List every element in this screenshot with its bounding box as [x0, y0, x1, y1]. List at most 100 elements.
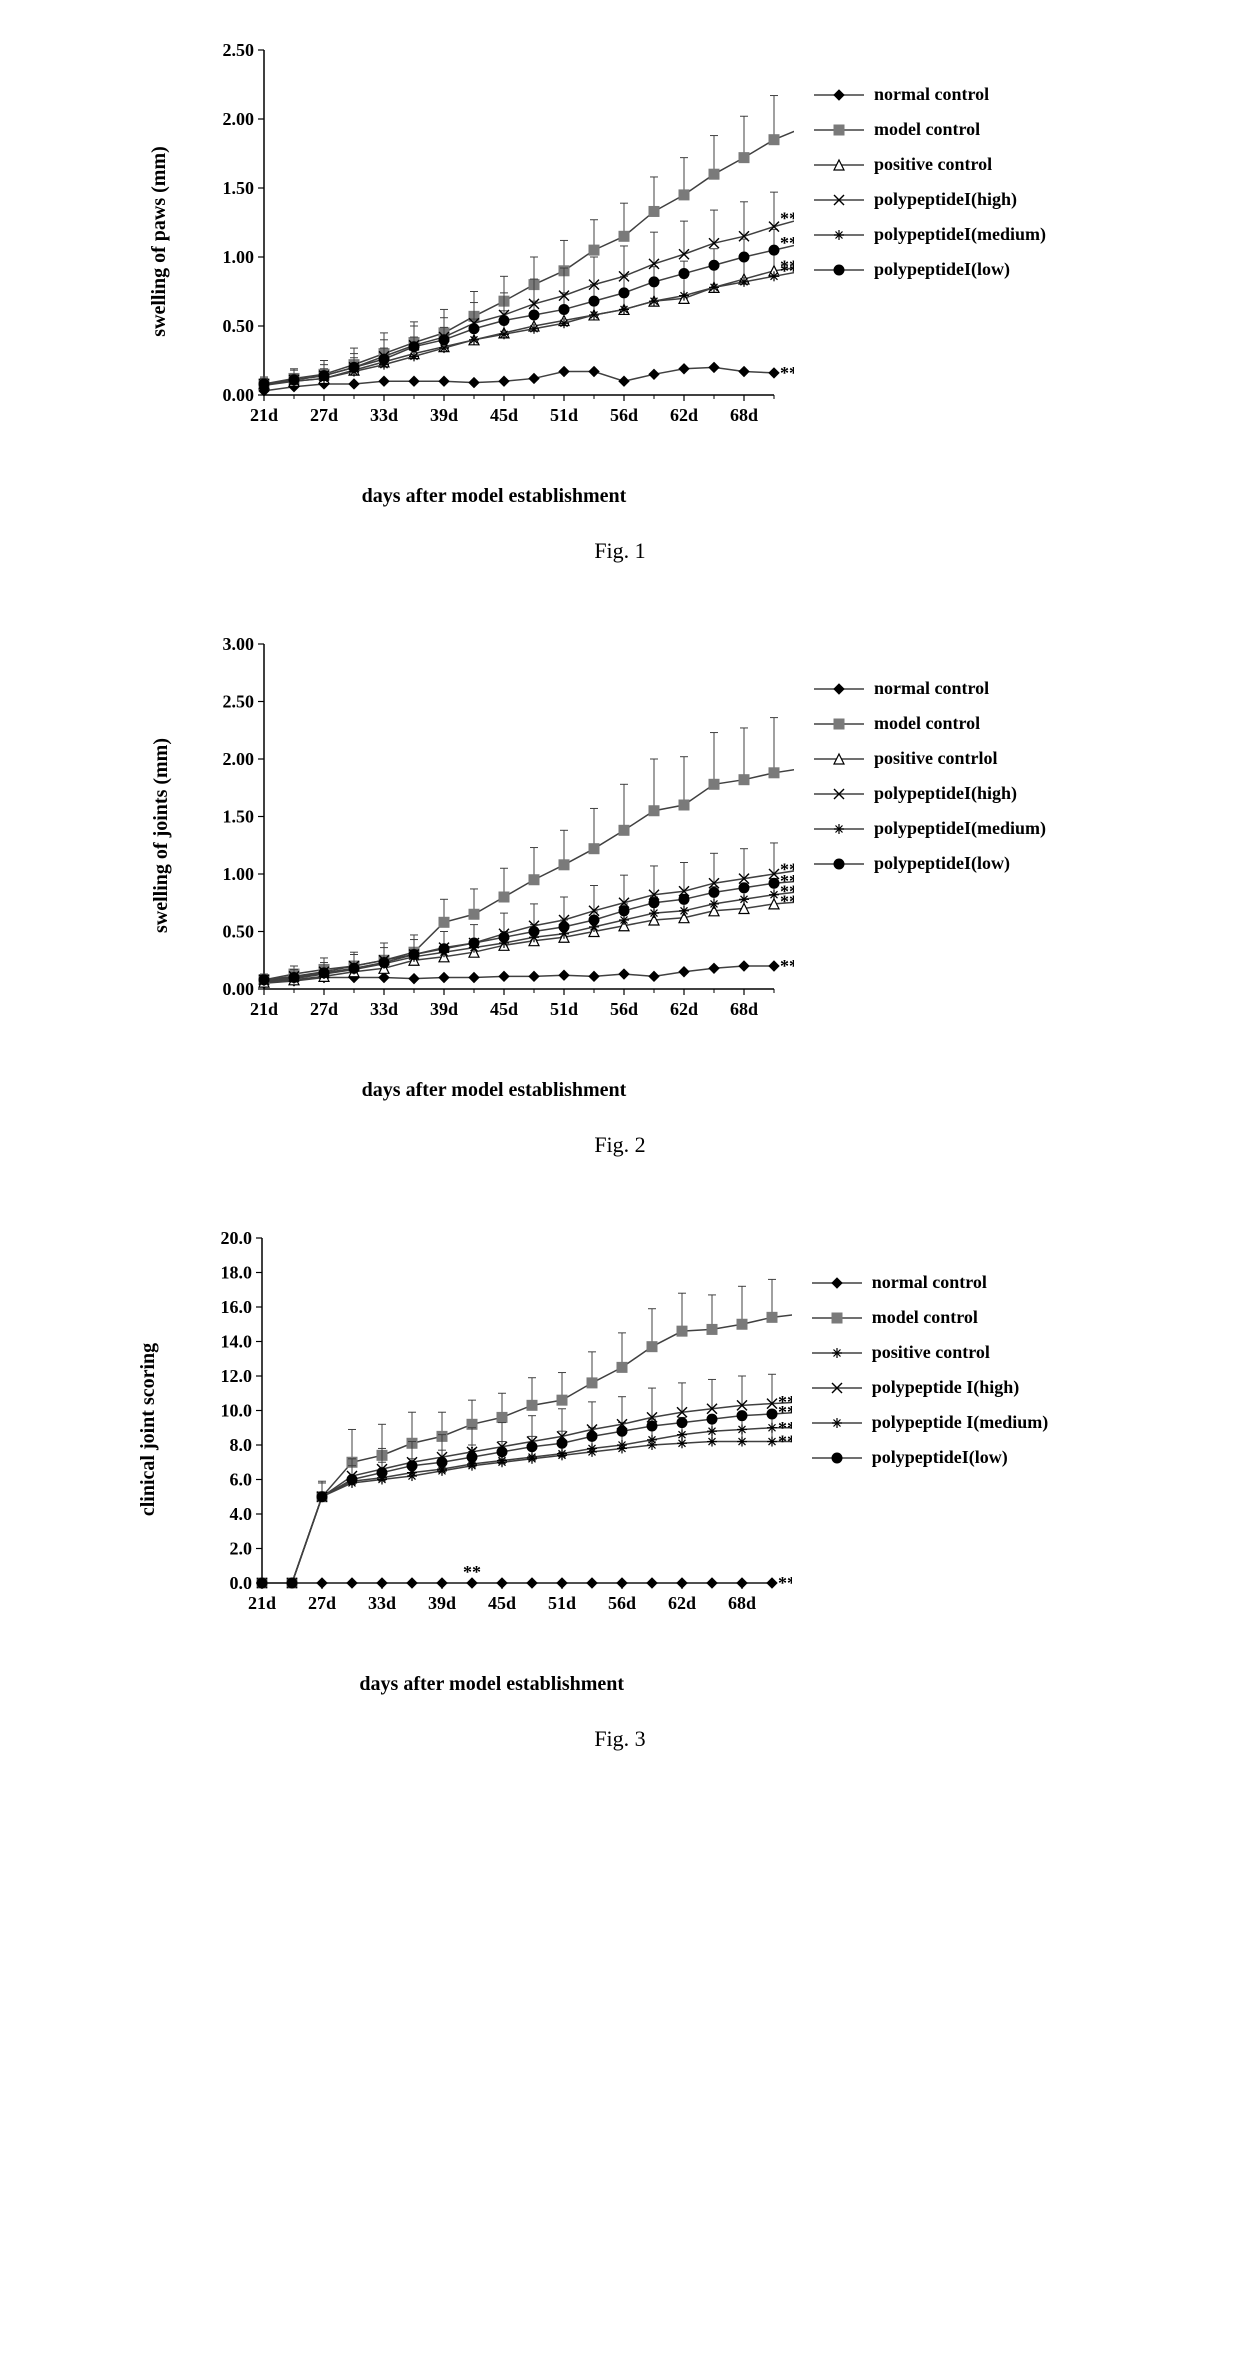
legend-marker-icon	[812, 1343, 862, 1363]
svg-text:33d: 33d	[368, 1593, 396, 1613]
svg-text:68d: 68d	[730, 999, 758, 1019]
legend-item: normal control	[814, 84, 1046, 105]
svg-text:68d: 68d	[730, 405, 758, 425]
legend-label: normal control	[874, 678, 989, 699]
svg-text:33d: 33d	[370, 405, 398, 425]
legend-marker-icon	[814, 749, 864, 769]
legend-label: polypeptideI(medium)	[874, 224, 1046, 245]
legend-item: polypeptideI(high)	[814, 783, 1046, 804]
legend-item: model control	[812, 1307, 1049, 1328]
legend-label: polypeptideI(medium)	[874, 818, 1046, 839]
svg-text:21d: 21d	[250, 999, 278, 1019]
legend-label: model control	[874, 119, 980, 140]
y-axis-label: clinical joint scoring	[137, 1343, 160, 1516]
legend-label: polypeptideI(low)	[874, 259, 1010, 280]
legend-item: polypeptideI(medium)	[814, 818, 1046, 839]
svg-text:**: **	[780, 208, 794, 228]
legend-label: normal control	[874, 84, 989, 105]
figure-caption: Fig. 3	[20, 1726, 1220, 1752]
svg-text:56d: 56d	[610, 405, 638, 425]
legend-label: model control	[872, 1307, 978, 1328]
svg-text:62d: 62d	[668, 1593, 696, 1613]
legend-marker-icon	[814, 85, 864, 105]
chart-shell: swelling of joints (mm)0.000.501.001.502…	[194, 624, 794, 1102]
x-axis-label: days after model establishment	[194, 1079, 794, 1102]
svg-text:45d: 45d	[490, 999, 518, 1019]
legend-item: polypeptideI(low)	[812, 1447, 1049, 1468]
svg-text:16.0: 16.0	[220, 1297, 252, 1317]
svg-text:1.50: 1.50	[222, 178, 254, 198]
legend-item: normal control	[814, 678, 1046, 699]
svg-text:21d: 21d	[250, 405, 278, 425]
legend-label: positive control	[872, 1342, 990, 1363]
svg-text:0.50: 0.50	[222, 922, 254, 942]
legend-item: positive control	[814, 154, 1046, 175]
svg-text:*: *	[467, 1443, 476, 1463]
chart-svg: 0.000.501.001.502.002.503.0021d27d33d39d…	[194, 624, 794, 1044]
svg-text:**: **	[463, 1562, 481, 1582]
legend-item: polypeptideI(low)	[814, 853, 1046, 874]
legend-label: positive control	[874, 154, 992, 175]
svg-text:1.00: 1.00	[222, 864, 254, 884]
svg-text:10.0: 10.0	[220, 1401, 252, 1421]
svg-text:2.00: 2.00	[222, 109, 254, 129]
legend-marker-icon	[814, 120, 864, 140]
svg-text:3.00: 3.00	[222, 634, 254, 654]
svg-text:**: **	[780, 363, 794, 383]
legend-label: normal control	[872, 1272, 987, 1293]
svg-text:8.0: 8.0	[229, 1435, 252, 1455]
svg-text:39d: 39d	[430, 999, 458, 1019]
svg-text:0.00: 0.00	[222, 979, 254, 999]
svg-text:51d: 51d	[550, 405, 578, 425]
legend-marker-icon	[814, 190, 864, 210]
svg-text:**: **	[780, 233, 794, 253]
svg-text:56d: 56d	[608, 1593, 636, 1613]
legend-marker-icon	[814, 260, 864, 280]
legend-marker-icon	[814, 854, 864, 874]
svg-text:14.0: 14.0	[220, 1332, 252, 1352]
legend-marker-icon	[814, 819, 864, 839]
svg-text:**: **	[780, 871, 794, 891]
legend-marker-icon	[812, 1273, 862, 1293]
svg-text:2.50: 2.50	[222, 692, 254, 712]
legend-item: model control	[814, 119, 1046, 140]
svg-text:39d: 39d	[428, 1593, 456, 1613]
svg-text:**: **	[778, 1402, 792, 1422]
svg-text:6.0: 6.0	[229, 1470, 252, 1490]
svg-text:27d: 27d	[308, 1593, 336, 1613]
svg-text:56d: 56d	[610, 999, 638, 1019]
legend-marker-icon	[814, 784, 864, 804]
svg-text:20.0: 20.0	[220, 1228, 252, 1248]
legend: normal control model control positive co…	[814, 664, 1046, 888]
legend-label: polypeptideI(high)	[874, 783, 1017, 804]
svg-text:45d: 45d	[490, 405, 518, 425]
chart-svg: 0.02.04.06.08.010.012.014.016.018.020.02…	[192, 1218, 792, 1638]
svg-text:**: **	[778, 1573, 792, 1593]
svg-text:**: **	[780, 261, 794, 281]
legend-label: polypeptideI(low)	[872, 1447, 1008, 1468]
svg-text:21d: 21d	[248, 1593, 276, 1613]
figure-caption: Fig. 1	[20, 538, 1220, 564]
legend: normal control model control positive co…	[812, 1258, 1049, 1482]
figure-fig2: swelling of joints (mm) 0.00 0.50 1.00 1.50 2…	[20, 624, 1220, 1158]
legend-marker-icon	[812, 1378, 862, 1398]
legend-marker-icon	[812, 1448, 862, 1468]
legend-label: polypeptide I(medium)	[872, 1412, 1049, 1433]
svg-text:0.0: 0.0	[229, 1573, 252, 1593]
chart-shell: swelling of paws (mm)0.000.501.001.502.0…	[194, 30, 794, 508]
legend-item: positive control	[812, 1342, 1049, 1363]
legend: normal control model control positive co…	[814, 70, 1046, 294]
legend-label: model control	[874, 713, 980, 734]
y-axis-label: swelling of joints (mm)	[150, 738, 173, 933]
legend-marker-icon	[814, 225, 864, 245]
legend-label: positive contrlol	[874, 748, 998, 769]
legend-item: polypeptideI(low)	[814, 259, 1046, 280]
svg-text:1.50: 1.50	[222, 807, 254, 827]
legend-item: polypeptideI(high)	[814, 189, 1046, 210]
svg-text:2.00: 2.00	[222, 749, 254, 769]
figure-caption: Fig. 2	[20, 1132, 1220, 1158]
legend-label: polypeptide I(high)	[872, 1377, 1020, 1398]
legend-label: polypeptideI(low)	[874, 853, 1010, 874]
x-axis-label: days after model establishment	[192, 1673, 792, 1696]
svg-text:0.00: 0.00	[222, 385, 254, 405]
